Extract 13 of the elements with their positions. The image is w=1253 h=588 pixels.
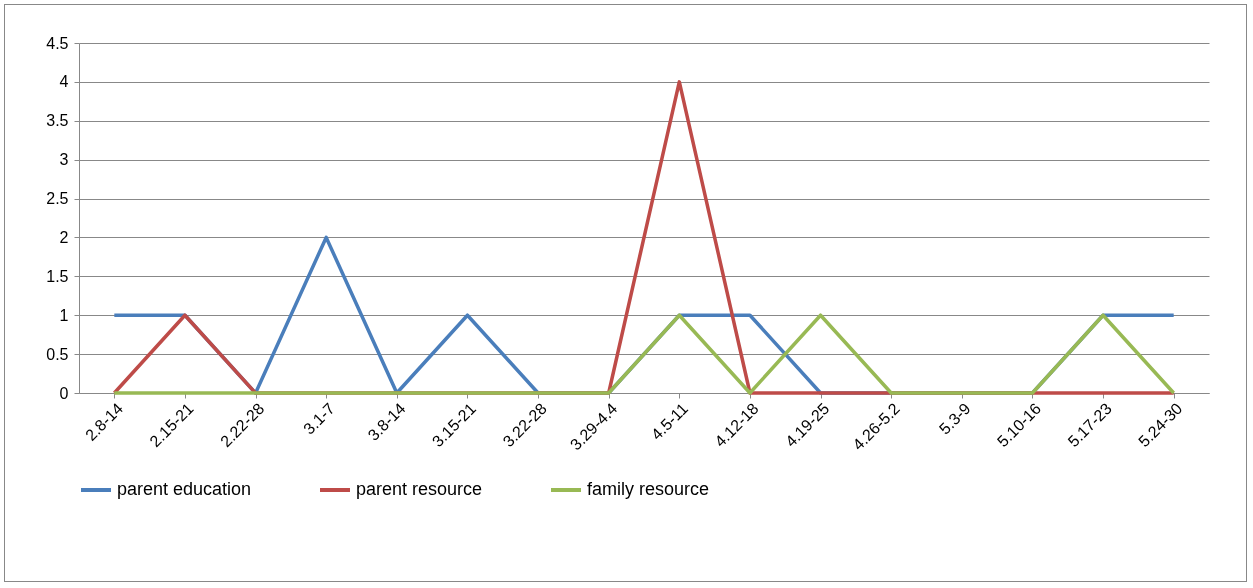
legend-label: parent resource (356, 479, 483, 499)
y-tick-label: 0.5 (46, 345, 69, 363)
y-tick-label: 4 (59, 73, 69, 91)
y-tick-label: 3 (59, 151, 69, 169)
y-tick-label: 0 (59, 384, 69, 402)
y-tick-label: 2 (59, 228, 69, 246)
y-tick-label: 2.5 (46, 190, 69, 208)
y-tick-label: 3.5 (46, 112, 69, 130)
legend-label: parent education (117, 479, 252, 499)
y-tick-label: 1.5 (46, 267, 69, 285)
legend-label: family resource (587, 479, 710, 499)
y-tick-label: 1 (59, 306, 69, 324)
y-tick-label: 4.5 (46, 34, 69, 52)
